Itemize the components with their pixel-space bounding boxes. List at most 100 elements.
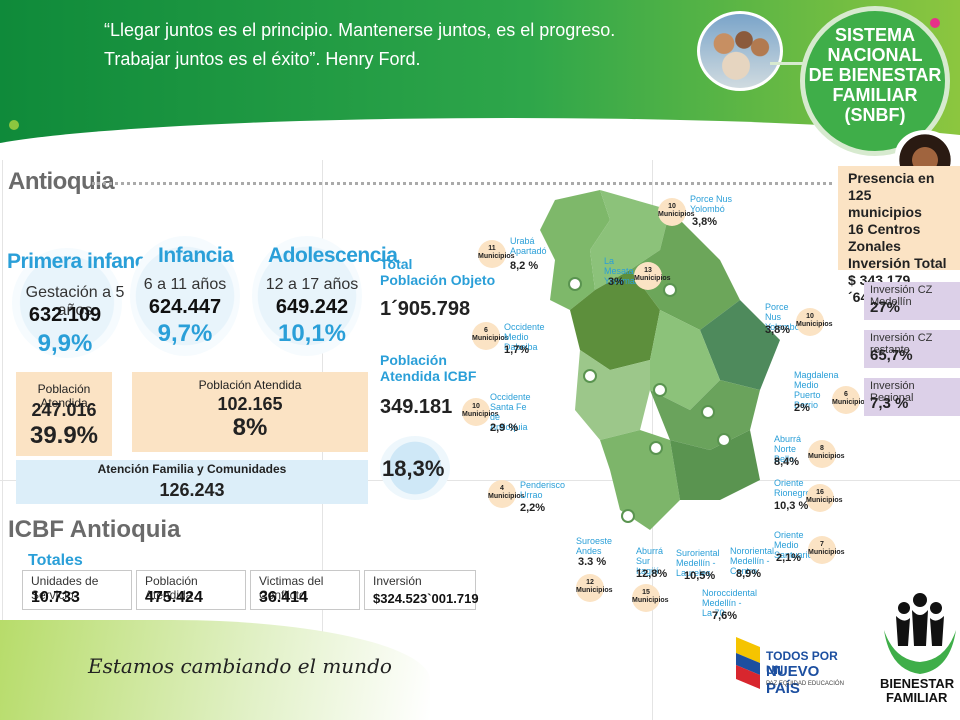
snbf-line-4: FAMILIAR bbox=[832, 85, 918, 105]
region-pct: 2,9 % bbox=[490, 422, 519, 434]
atendida-pi-label: Población Atendida bbox=[37, 382, 91, 410]
infancia-value: 624.447 bbox=[148, 296, 222, 318]
region-label: Aburrá Norte Bello bbox=[774, 434, 802, 464]
todos-line-2: NUEVO PAÍS bbox=[766, 663, 820, 697]
municipios-badge: 10 Municipios bbox=[462, 398, 499, 426]
map-region bbox=[570, 270, 660, 370]
mun-count: 6 bbox=[844, 391, 848, 398]
inversion-regional-box: Inversión Regional 7,3 % bbox=[864, 378, 960, 416]
mun-word: Municipios bbox=[488, 493, 525, 500]
region-pct: 3.3 % bbox=[578, 556, 607, 568]
map-region bbox=[700, 300, 780, 390]
total-victimas-box: Victimas del Conflicto 36.414 bbox=[250, 570, 360, 610]
antioquia-map bbox=[540, 190, 780, 530]
municipios-badge: 4 Municipios bbox=[488, 480, 525, 508]
decor-dot bbox=[930, 18, 940, 28]
municipios-badge: 8 Municipios bbox=[808, 440, 845, 468]
atendida-icbf-pct: 18,3% bbox=[382, 456, 445, 481]
mun-count: 10 bbox=[806, 313, 814, 320]
total-inversion-box: Inversión $324.523`001.719 bbox=[364, 570, 479, 610]
presencia-box: Presencia en 125 municipios 16 Centros Z… bbox=[838, 166, 960, 305]
section-title-antioquia: Antioquia bbox=[8, 168, 115, 195]
region-label: Aburrá Sur Itagüí bbox=[636, 546, 664, 576]
region-pct: 2% bbox=[794, 402, 810, 414]
region-pct: 8,2 % bbox=[510, 260, 539, 272]
map-marker bbox=[568, 277, 582, 291]
total-value: 36.414 bbox=[259, 589, 308, 606]
region-label: Occidente Santa Fe de Antioquia bbox=[490, 392, 531, 432]
municipios-badge: 10 Municipios bbox=[658, 198, 695, 226]
bubble-bg bbox=[252, 236, 362, 356]
dotted-rule bbox=[92, 182, 832, 185]
inversion-value: 65,7% bbox=[870, 347, 913, 364]
mun-word: Municipios bbox=[796, 321, 833, 328]
atendida-infancia-adolescencia-box bbox=[132, 372, 368, 452]
grid-line bbox=[2, 160, 3, 720]
mun-count: 4 bbox=[500, 485, 504, 492]
inversion-medellin-box: Inversión CZ Medellín 27% bbox=[864, 282, 960, 320]
presencia-line: municipios bbox=[848, 204, 922, 220]
region-label: Porce Nus Yolombó bbox=[765, 302, 800, 332]
adolescencia-sub: 12 a 17 años bbox=[265, 276, 359, 293]
mun-word: Municipios bbox=[478, 253, 515, 260]
inversion-label: Inversión CZ restante bbox=[870, 332, 933, 356]
region-pct: 1,7% bbox=[504, 344, 530, 356]
inversion-label: Inversión Regional bbox=[870, 380, 915, 404]
region-pct: 3,8% bbox=[765, 324, 791, 336]
atendida-primera-infancia-box bbox=[16, 372, 112, 456]
inversion-label: Inversión CZ Medellín bbox=[870, 284, 933, 308]
region-pct: 8,4% bbox=[774, 456, 800, 468]
bf-line-1: BIENESTAR bbox=[880, 676, 955, 691]
region-label: Noroccidental Medellín - La 70 bbox=[702, 588, 758, 618]
atendida-ia-pct: 8% bbox=[232, 414, 268, 441]
bubble-bg bbox=[380, 436, 450, 500]
region-label: Oriente Medio Santuario bbox=[774, 530, 813, 560]
grid-line bbox=[0, 480, 960, 481]
map-marker bbox=[717, 433, 731, 447]
snbf-line-5: (SNBF) bbox=[844, 105, 906, 125]
municipios-badge: 6 Municipios bbox=[472, 322, 509, 350]
region-label: Occidente Medio Dabeiba bbox=[504, 322, 545, 352]
total-value: 10.733 bbox=[31, 589, 80, 606]
todos-por-un-nuevo-pais-logo: TODOS POR UN NUEVO PAÍS PAZ EQUIDAD EDUC… bbox=[734, 635, 844, 697]
mun-count: 13 bbox=[644, 267, 652, 274]
total-objeto-value: 1´905.798 bbox=[380, 298, 471, 320]
presencia-line: 16 Centros Zonales bbox=[848, 221, 921, 254]
total-label: Población Atendida bbox=[145, 574, 198, 602]
municipios-badge: 11 Municipios bbox=[478, 240, 515, 268]
atendida-ia-value: 102.165 bbox=[217, 394, 283, 414]
region-pct: 10,5% bbox=[684, 570, 716, 582]
region-pct: 10,3 % bbox=[774, 500, 809, 512]
region-pct: 2,2% bbox=[520, 502, 546, 514]
snbf-line-1: SISTEMA bbox=[834, 25, 915, 45]
atendida-icbf-value: 349.181 bbox=[380, 396, 453, 418]
primera-infancia-value: 632.109 bbox=[28, 304, 102, 326]
total-objeto-label-1: Total bbox=[380, 256, 413, 272]
familia-value: 126.243 bbox=[159, 480, 225, 500]
region-label: Porce Nus Yolombó bbox=[690, 194, 733, 214]
snbf-line-3: DE BIENESTAR bbox=[808, 65, 942, 85]
todos-sub: PAZ EQUIDAD EDUCACIÓN bbox=[766, 681, 844, 687]
region-label: Oriente Rionegro bbox=[774, 478, 811, 498]
mun-word: Municipios bbox=[462, 411, 499, 418]
municipios-badge: 6 Municipios bbox=[832, 386, 869, 414]
adolescencia-pct: 10,1% bbox=[277, 320, 347, 347]
atendida-ia-label: Población Atendida bbox=[198, 378, 302, 392]
total-value: 475.424 bbox=[145, 589, 203, 606]
infancia-sub: 6 a 11 años bbox=[143, 276, 227, 293]
infancia-pct: 9,7% bbox=[157, 320, 213, 347]
atendida-icbf-label-2: Atendida ICBF bbox=[380, 368, 477, 384]
snbf-line-2: NACIONAL bbox=[827, 45, 923, 65]
mun-count: 11 bbox=[488, 245, 496, 252]
region-pct: 2,1% bbox=[776, 552, 802, 564]
atendida-pi-pct: 39.9% bbox=[29, 422, 99, 449]
mun-count: 16 bbox=[816, 489, 824, 496]
region-pct: 12,8% bbox=[636, 568, 668, 580]
total-poblacion-box: Población Atendida 475.424 bbox=[136, 570, 246, 610]
municipios-badge: 13 Municipios bbox=[634, 262, 671, 290]
municipios-badge: 15 Municipios bbox=[632, 584, 669, 612]
total-objeto-label-2: Población Objeto bbox=[380, 272, 496, 288]
connector-line bbox=[770, 62, 810, 65]
region-label: Suroeste Andes bbox=[576, 536, 613, 556]
